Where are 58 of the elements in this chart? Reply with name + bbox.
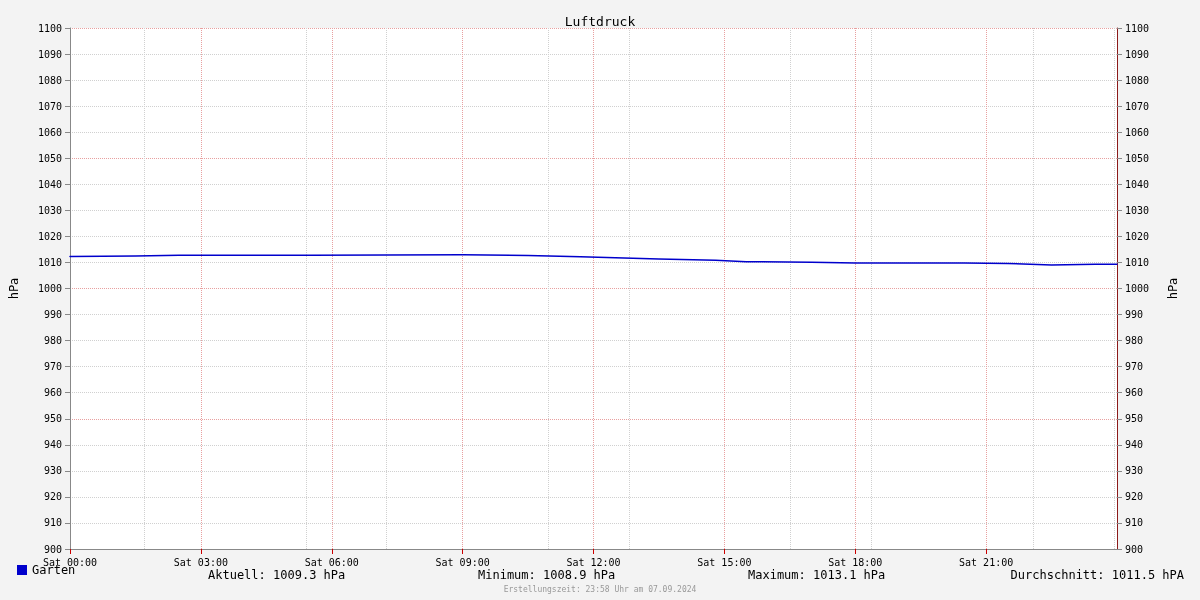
y-tick-label: 980 (43, 335, 62, 347)
y2-tick-label: 1070 (1125, 100, 1150, 112)
y2-tick-label: 920 (1125, 491, 1144, 503)
y-tick-label: 940 (43, 439, 62, 451)
y2-tick-label: 1060 (1125, 126, 1150, 138)
y2-tick-label: 990 (1125, 309, 1144, 321)
x-tick-label: Sat 06:00 (304, 556, 359, 568)
y2-tick-label: 1050 (1125, 152, 1150, 164)
y-tick-label: 900 (43, 543, 62, 555)
y-tick-label: 970 (43, 361, 62, 373)
y-tick-label: 1090 (37, 48, 62, 60)
text: Durchschnitt: 1011.5 hPA (1010, 568, 1185, 582)
y-tick-label: 1080 (37, 74, 62, 86)
y2-tick-label: 1010 (1125, 256, 1150, 268)
chart-title: Luftdruck (564, 14, 636, 29)
y-tick-label: 1010 (37, 256, 62, 268)
text: Maximum: 1013.1 hPa (748, 568, 886, 582)
x-tick-label: Sat 03:00 (173, 556, 228, 568)
y2-tick-label: 1100 (1125, 22, 1150, 34)
x-tick-label: Sat 09:00 (435, 556, 490, 568)
text: Aktuell: 1009.3 hPa (208, 568, 346, 582)
y2-tick-label: 1090 (1125, 48, 1150, 60)
x-tick-label: Sat 12:00 (566, 556, 621, 568)
x-tick-label: Sat 15:00 (697, 556, 752, 568)
y-tick-label: 910 (43, 517, 62, 529)
y2-tick-label: 1020 (1125, 230, 1150, 242)
y2-tick-label: 900 (1125, 543, 1144, 555)
y2-tick-label: 950 (1125, 413, 1144, 425)
y-tick-label: 1000 (37, 283, 62, 294)
x-tick-label: Sat 18:00 (828, 556, 883, 568)
y2-tick-label: 930 (1125, 465, 1144, 477)
y-axis-title: hPa (7, 277, 21, 300)
line-series (69, 253, 1118, 266)
text: Minimum: 1008.9 hPa (478, 568, 616, 582)
y2-tick-label: 980 (1125, 335, 1144, 347)
y-tick-label: 990 (43, 309, 62, 321)
y-tick-label: 930 (43, 465, 62, 477)
y-tick-label: 950 (43, 413, 62, 425)
y2-tick-label: 940 (1125, 439, 1144, 451)
y-tick-label: 1070 (37, 100, 62, 112)
x-tick-label: Sat 21:00 (959, 556, 1014, 568)
y-tick-label: 1060 (37, 126, 62, 138)
y2-tick-label: 970 (1125, 361, 1144, 373)
y-tick-label: 1100 (37, 22, 62, 34)
text: Erstellungszeit: 23:58 Uhr am 07.09.2024 (503, 584, 697, 594)
y-tick-label: 1050 (37, 152, 62, 164)
y2-axis-title: hPa (1166, 277, 1180, 300)
y2-tick-label: 910 (1125, 517, 1144, 529)
y-tick-label: 920 (43, 491, 62, 503)
y2-tick-label: 1080 (1125, 74, 1150, 86)
y2-tick-label: 960 (1125, 387, 1144, 399)
y-tick-label: 960 (43, 387, 62, 399)
y2-tick-label: 1030 (1125, 204, 1150, 216)
y-tick-label: 1040 (37, 178, 62, 190)
y-tick-label: 1020 (37, 230, 62, 242)
y2-tick-label: 1040 (1125, 178, 1150, 190)
y2-tick-label: 1000 (1125, 283, 1150, 294)
y-tick-label: 1030 (37, 204, 62, 216)
